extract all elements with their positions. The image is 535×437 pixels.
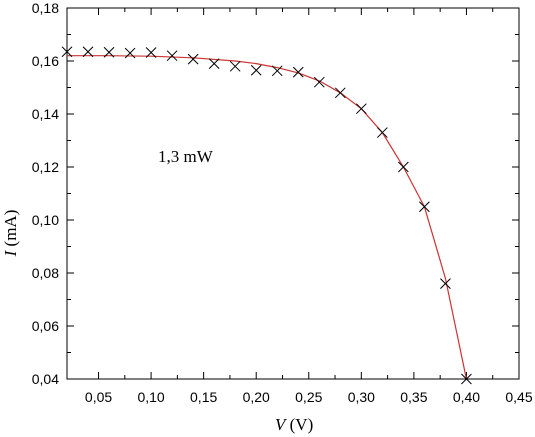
x-tick-label: 0,30 — [348, 389, 375, 405]
data-point — [376, 127, 388, 138]
y-tick-label: 0,12 — [32, 159, 59, 175]
data-point-stroke — [208, 58, 220, 70]
data-point-stroke — [271, 65, 283, 77]
y-tick-label: 0,18 — [32, 0, 59, 16]
data-point — [419, 201, 430, 213]
x-tick-label: 0,35 — [400, 389, 427, 405]
data-point-stroke — [376, 127, 388, 138]
data-point-stroke — [313, 76, 325, 88]
data-point — [166, 50, 178, 62]
x-axis-var: V — [275, 415, 288, 434]
x-tick-label: 0,05 — [85, 389, 112, 405]
data-point — [145, 47, 157, 58]
x-axis-title: V (V) — [275, 415, 313, 434]
data-point — [187, 53, 199, 65]
y-tick-label: 0,04 — [32, 371, 59, 387]
data-point — [334, 87, 346, 99]
fit-curve — [67, 55, 467, 380]
data-point — [82, 46, 94, 58]
fit-curve-layer — [67, 55, 467, 380]
y-tick-label: 0,14 — [32, 106, 59, 122]
data-point — [292, 66, 304, 78]
plot-frame — [66, 7, 520, 380]
data-point — [271, 65, 283, 77]
data-point — [103, 46, 115, 58]
data-point-stroke — [461, 373, 472, 385]
data-point-stroke — [334, 87, 346, 99]
data-point-stroke — [82, 46, 94, 58]
data-point — [208, 58, 220, 70]
data-point-stroke — [145, 47, 157, 58]
data-point-stroke — [419, 201, 430, 213]
data-point-stroke — [187, 53, 199, 65]
marker-layer — [61, 46, 472, 385]
data-point-stroke — [440, 278, 451, 289]
data-point — [250, 64, 262, 76]
x-tick-label: 0,10 — [137, 389, 164, 405]
y-axis-title: I (mA) — [1, 210, 20, 258]
y-axis-unit: (mA) — [1, 210, 20, 251]
y-axis-var: I — [1, 249, 20, 257]
x-tick-label: 0,25 — [295, 389, 322, 405]
y-tick-label: 0,16 — [32, 53, 59, 69]
data-point — [398, 161, 409, 173]
x-tick-label: 0,20 — [243, 389, 270, 405]
x-tick-label: 0,45 — [505, 389, 532, 405]
data-point — [461, 373, 472, 385]
x-tick-label: 0,40 — [453, 389, 480, 405]
x-tick-label: 0,15 — [190, 389, 217, 405]
data-point-stroke — [124, 47, 136, 59]
x-axis-ticks: 0,05 0,10 0,15 0,20 0,25 0,30 0,35 0,40 0,45 — [85, 8, 533, 405]
data-point-stroke — [166, 50, 178, 62]
data-point-stroke — [292, 66, 304, 78]
data-point-stroke — [355, 103, 367, 115]
data-point — [440, 278, 451, 289]
x-axis-unit: (V) — [285, 415, 313, 434]
data-point-stroke — [398, 161, 409, 173]
data-point — [355, 103, 367, 115]
y-tick-label: 0,10 — [32, 212, 59, 228]
data-point — [229, 60, 241, 72]
data-point-stroke — [229, 60, 241, 72]
data-point — [313, 76, 325, 88]
data-point-stroke — [250, 64, 262, 76]
y-tick-label: 0,06 — [32, 318, 59, 334]
annotation-power: 1,3 mW — [158, 147, 214, 166]
data-point-stroke — [103, 46, 115, 58]
data-point — [124, 47, 136, 59]
data-point — [61, 46, 73, 58]
y-tick-label: 0,08 — [32, 265, 59, 281]
data-point-stroke — [61, 46, 73, 58]
y-axis-ticks: 0,04 0,06 0,08 0,10 0,12 0,14 0,16 0,18 — [32, 0, 519, 387]
